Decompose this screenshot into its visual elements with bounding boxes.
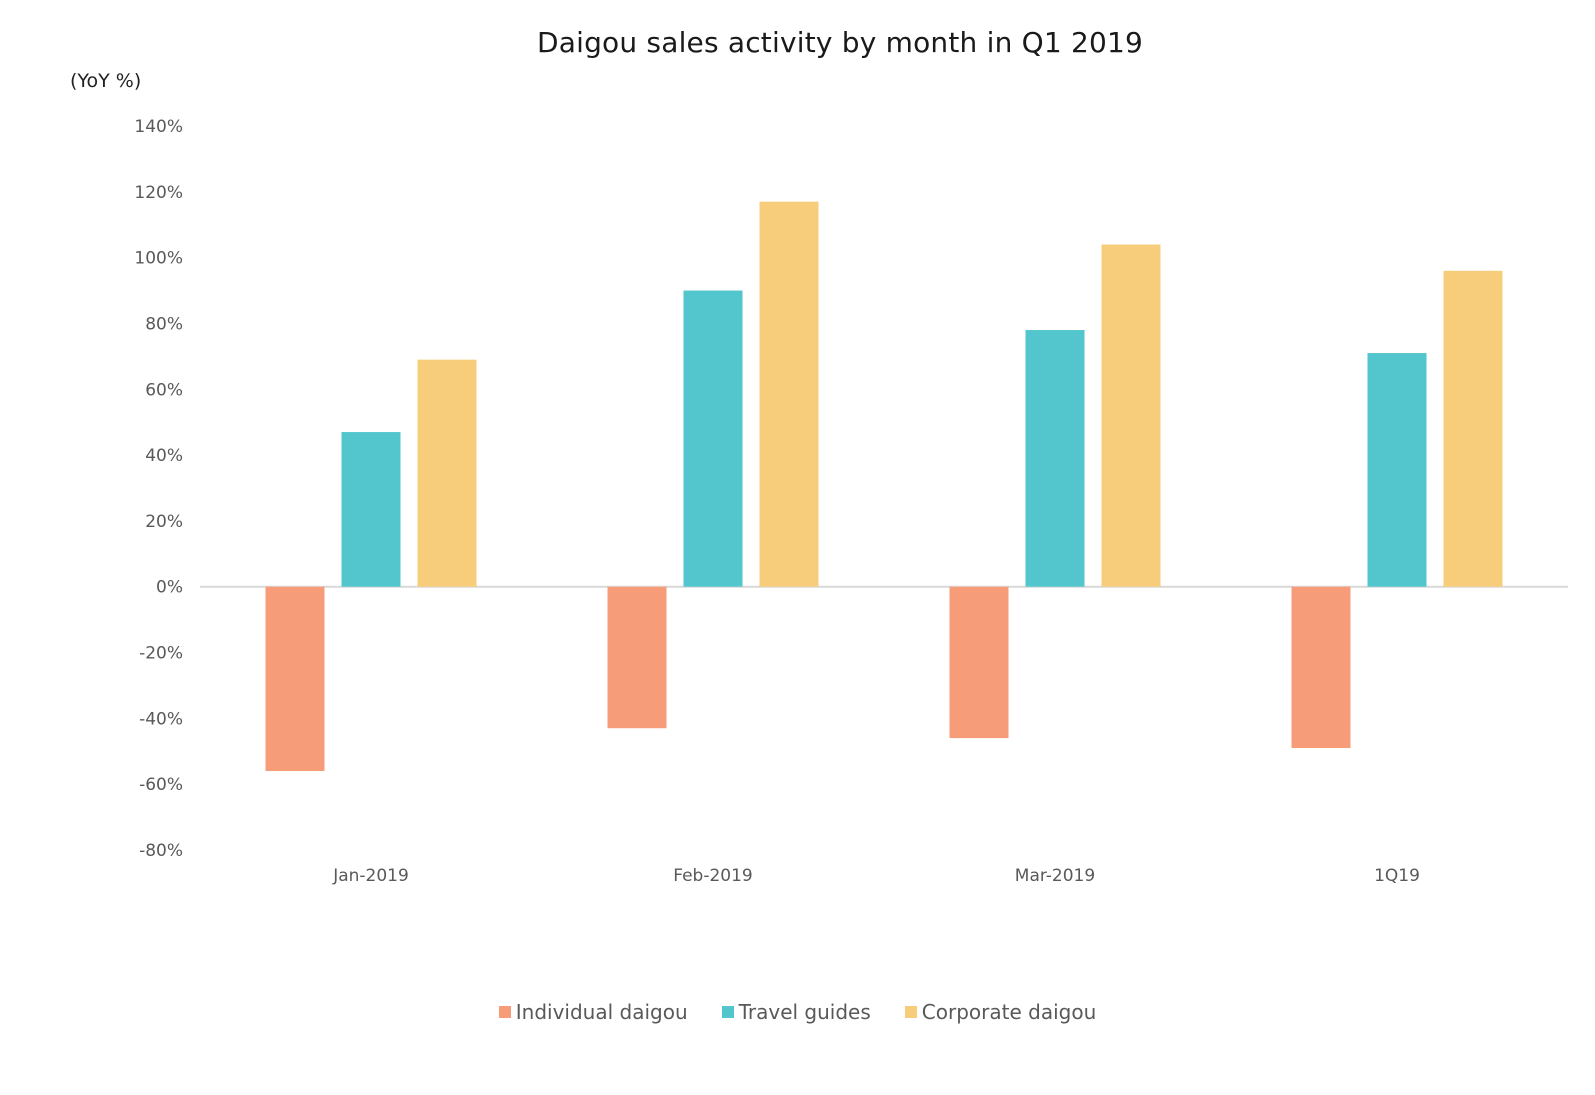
chart-plot: 140% 120% 100% 80% 60% 40% 20% 0% -20% -40% -60% -8…: [134, 117, 1568, 886]
y-tick-label: 80%: [145, 314, 183, 334]
bar-individual-daigou-feb-2019: [607, 586, 667, 729]
legend-swatch: [498, 1006, 511, 1018]
x-category-label: Jan-2019: [332, 866, 409, 886]
y-tick-label: -80%: [139, 841, 183, 861]
x-category-label: Mar-2019: [1015, 866, 1095, 886]
bar-travel-guides-1q19: [1367, 353, 1427, 587]
y-tick-label: -40%: [139, 709, 183, 729]
y-tick-label: 20%: [145, 512, 183, 532]
y-tick-label: 100%: [134, 249, 183, 269]
legend-label: Individual daigou: [515, 1000, 688, 1024]
legend: Individual daigou Travel guides Corporate …: [0, 1000, 1595, 1024]
bar-individual-daigou-mar-2019: [949, 586, 1009, 739]
legend-item: Travel guides: [721, 1000, 871, 1024]
x-category-label: Feb-2019: [673, 866, 753, 886]
chart-title: Daigou sales activity by month in Q1 201…: [536, 26, 1144, 59]
bar-corporate-daigou-jan-2019: [417, 359, 477, 587]
bar-corporate-daigou-1q19: [1443, 270, 1503, 587]
legend-item: Corporate daigou: [904, 1000, 1097, 1024]
y-tick-label: -60%: [139, 775, 183, 795]
bar-individual-daigou-jan-2019: [265, 586, 325, 772]
legend-label: Travel guides: [738, 1000, 871, 1024]
y-tick-label: -20%: [139, 644, 183, 664]
legend-swatch: [721, 1006, 734, 1018]
y-tick-label: 120%: [134, 183, 183, 203]
bar-travel-guides-feb-2019: [683, 290, 743, 587]
bar-travel-guides-jan-2019: [341, 432, 401, 587]
y-tick-label: 60%: [145, 380, 183, 400]
y-tick-label: 140%: [134, 117, 183, 137]
bar-travel-guides-mar-2019: [1025, 330, 1085, 587]
x-category-label: 1Q19: [1374, 866, 1420, 886]
y-axis-unit-label: (YoY %): [70, 70, 142, 92]
legend-label: Corporate daigou: [921, 1000, 1097, 1024]
legend-item: Individual daigou: [498, 1000, 688, 1024]
bar-corporate-daigou-feb-2019: [759, 201, 819, 587]
bar-corporate-daigou-mar-2019: [1101, 244, 1161, 587]
bar-individual-daigou-1q19: [1291, 586, 1351, 748]
y-tick-label: 40%: [145, 446, 183, 466]
y-tick-label: 0%: [156, 578, 183, 598]
legend-swatch: [904, 1006, 917, 1018]
